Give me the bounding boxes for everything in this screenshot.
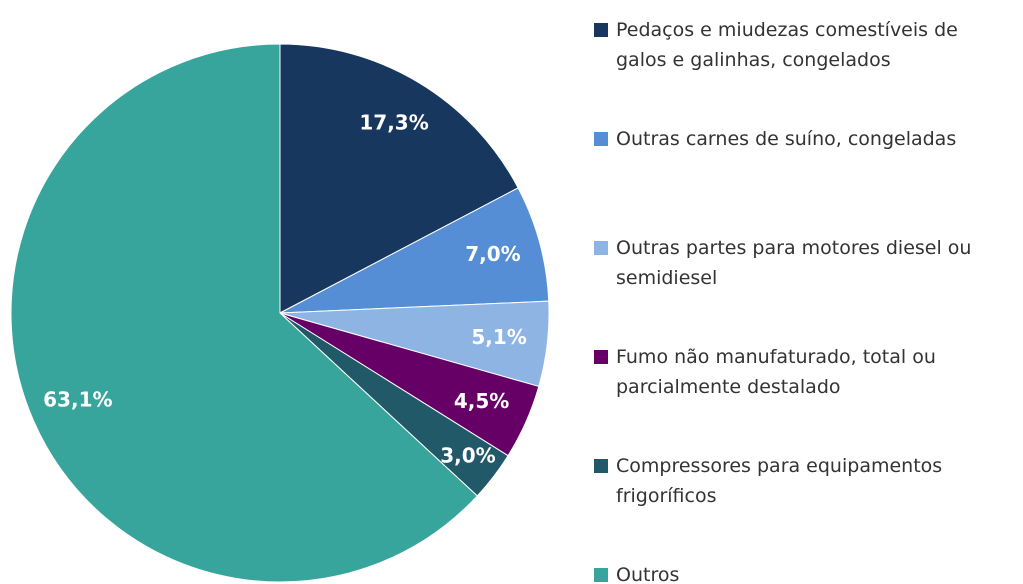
data-label: 17,3% [359,111,428,135]
legend-item: Pedaços e miudezas comestíveis de galos … [594,15,1014,75]
legend-item: Outras partes para motores diesel ou sem… [594,233,1014,293]
legend-swatch [594,568,608,582]
data-label: 5,1% [471,325,526,349]
legend-swatch [594,350,608,364]
data-label: 4,5% [454,389,509,413]
legend-item: Outros [594,560,1014,584]
legend-swatch [594,23,608,37]
data-label: 63,1% [43,388,112,412]
legend-label: Outras carnes de suíno, congeladas [616,128,957,150]
legend-item: Compressores para equipamentos frigorífi… [594,451,1014,511]
legend-label: Pedaços e miudezas comestíveis de galos … [616,19,958,71]
legend-swatch [594,241,608,255]
legend-label: Compressores para equipamentos frigorífi… [616,455,943,507]
pie-slice [10,43,478,583]
legend-swatch [594,132,608,146]
pie-slice [279,187,550,314]
data-label: 3,0% [440,443,495,467]
legend-item: Fumo não manufaturado, total ou parcialm… [594,342,1014,402]
legend-item: Outras carnes de suíno, congeladas [594,124,1014,154]
legend-swatch [594,459,608,473]
legend-label: Outros [616,564,680,584]
pie-slice [279,43,519,314]
legend-label: Outras partes para motores diesel ou sem… [616,237,972,289]
legend-label: Fumo não manufaturado, total ou parcialm… [616,346,936,398]
data-label: 7,0% [465,242,520,266]
